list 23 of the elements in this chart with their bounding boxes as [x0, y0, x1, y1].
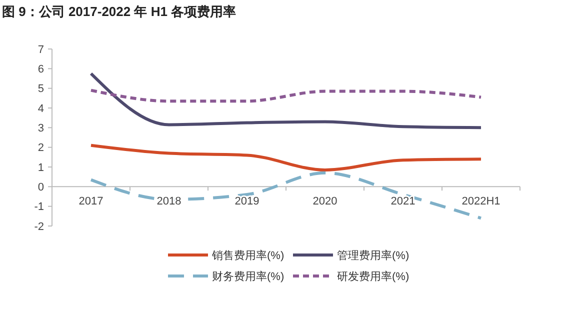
legend-label: 销售费用率(%): [211, 248, 284, 262]
x-tick-label: 2021: [390, 196, 416, 208]
y-tick-label: 6: [38, 64, 44, 76]
x-tick-label: 2019: [234, 196, 260, 208]
legend-label: 研发费用率(%): [337, 270, 410, 283]
line-series: [90, 72, 482, 130]
legend-label: 财务费用率(%): [212, 270, 284, 283]
y-tick-label: 0: [38, 182, 44, 194]
y-tick-label: 3: [38, 122, 44, 135]
legend-label: 管理费用率(%): [337, 248, 410, 262]
x-tick-label: 2022H1: [462, 196, 500, 208]
y-tick-label: -2: [34, 220, 44, 233]
line-series: [90, 88, 482, 103]
x-tick-label: 2017: [78, 196, 104, 208]
x-tick-label: 2020: [312, 196, 338, 208]
y-tick-label: -1: [34, 201, 44, 214]
y-tick-label: 2: [38, 142, 44, 154]
chart-title: 图 9：公司 2017-2022 年 H1 各项费用率: [2, 4, 236, 19]
y-tick-label: 7: [38, 44, 44, 56]
y-tick-label: 5: [38, 83, 44, 96]
y-tick-label: 1: [38, 162, 44, 174]
y-tick-label: 4: [38, 102, 44, 115]
line-series: [90, 144, 482, 172]
